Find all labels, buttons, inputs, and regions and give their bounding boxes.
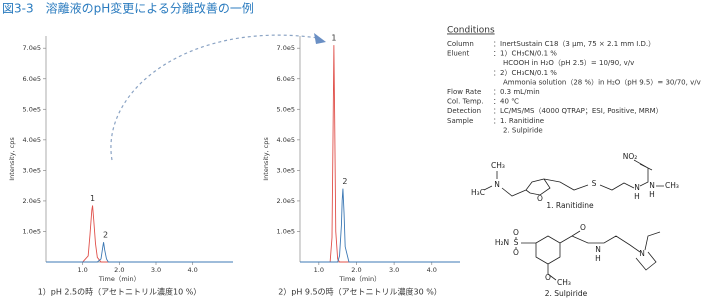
y-tick-label: 2.0e5	[277, 197, 295, 205]
x-tick-label: 2.0	[351, 266, 361, 274]
bonds	[515, 230, 661, 281]
series-line	[46, 205, 233, 263]
condition-label: Flow Rate	[447, 88, 481, 96]
sulpiride-structure: O S O H₂N O N H N O CH₃ 2. Sulpiride	[495, 223, 661, 298]
x-tick-label: 1.0	[77, 266, 87, 274]
condition-value: ：InertSustain C18（3 μm, 75 × 2.1 mm I.D.…	[493, 40, 655, 48]
y-tick-label: 1.0e5	[277, 227, 295, 235]
condition-value: Ammonia solution（28 %）in H₂O（pH 9.5）= 30…	[503, 78, 701, 86]
atom: S	[514, 238, 519, 247]
y-tick-label: 7.0e5	[277, 44, 295, 52]
x-axis-label: Time（min）	[98, 275, 140, 283]
atom: O	[580, 223, 586, 232]
atom: O	[513, 248, 519, 257]
condition-value: ：0.3 mL/min	[493, 88, 540, 96]
atom: CH₃	[665, 181, 679, 190]
atom: N	[595, 245, 601, 254]
y-tick-label: 7.0e5	[23, 44, 41, 52]
x-tick-label: 1.0	[314, 266, 324, 274]
atom: N	[494, 180, 500, 189]
x-tick-label: 4.0	[427, 266, 437, 274]
y-axis-label: Intensity, cps	[8, 137, 16, 181]
condition-label: Col. Temp.	[447, 98, 483, 106]
y-tick-label: 5.0e5	[277, 105, 295, 113]
atom: H	[649, 190, 655, 199]
conditions-title: Conditions	[447, 26, 495, 36]
chart-caption: 2）pH 9.5の時（アセトニトリル濃度30 %）	[278, 287, 442, 297]
y-tick-label: 6.0e5	[277, 75, 295, 83]
x-axis-label: Time（min）	[338, 275, 380, 283]
atom: O	[513, 228, 519, 237]
structure-caption: 1. Ranitidine	[546, 201, 594, 210]
atom: N	[634, 183, 640, 192]
y-tick-label: 3.0e5	[277, 166, 295, 174]
atom: H₃C	[471, 188, 485, 197]
y-tick-label: 2.0e5	[23, 197, 41, 205]
chart-caption: 1）pH 2.5の時（アセトニトリル濃度10 %）	[38, 287, 202, 297]
atom: H	[634, 192, 640, 201]
atom: CH₃	[491, 161, 505, 170]
figure-title: 図3-3 溶離液のpH変更による分離改善の一例	[2, 1, 254, 16]
conditions: Conditions Column ：InertSustain C18（3 μm,…	[447, 26, 701, 135]
atom: H	[595, 254, 601, 263]
structure-caption: 2. Sulpiride	[545, 289, 588, 298]
atom: O	[545, 273, 551, 282]
x-tick-label: 3.0	[151, 266, 161, 274]
atom: CH₃	[557, 278, 571, 287]
atom: H₂N	[495, 238, 509, 247]
series-line	[300, 188, 460, 263]
condition-value: ：1）CH₃CN/0.1 %	[493, 50, 557, 58]
peak-label: 1	[331, 34, 336, 43]
peak-label: 2	[103, 231, 108, 240]
condition-value: 2. Sulpiride	[503, 126, 543, 134]
y-tick-label: 3.0e5	[23, 166, 41, 174]
condition-label: Column	[447, 40, 474, 48]
peak-label: 2	[342, 177, 347, 186]
atom: N	[639, 249, 645, 258]
x-tick-label: 4.0	[187, 266, 197, 274]
condition-value: HCOOH in H₂O（pH 2.5）= 10/90, v/v	[503, 59, 634, 67]
y-axis-label: Intensity, cps	[262, 137, 270, 181]
atom: NO₂	[623, 152, 638, 161]
atom: N	[649, 181, 655, 190]
bonds	[483, 159, 664, 197]
atom: O	[537, 194, 543, 203]
condition-value: ：40 ℃	[493, 98, 519, 106]
atom: S	[592, 179, 597, 188]
condition-label: Detection	[447, 107, 481, 115]
y-tick-label: 4.0e5	[277, 136, 295, 144]
arrow-head	[314, 33, 326, 44]
x-tick-label: 3.0	[389, 266, 399, 274]
x-tick-label: 2.0	[114, 266, 124, 274]
condition-value: ：2）CH₃CN/0.1 %	[493, 69, 557, 77]
condition-label: Sample	[447, 117, 473, 125]
condition-label: Eluent	[447, 50, 470, 58]
ranitidine-structure: CH₃ H₃C N O S N H NO₂ N H CH₃ 1. Ranitid…	[471, 152, 679, 210]
condition-value: ：LC/MS/MS（4000 QTRAP；ESI, Positive, MRM）	[493, 107, 663, 115]
y-tick-label: 6.0e5	[23, 75, 41, 83]
peak-label: 1	[90, 194, 95, 203]
series-line	[300, 45, 460, 263]
y-tick-label: 5.0e5	[23, 105, 41, 113]
y-tick-label: 4.0e5	[23, 136, 41, 144]
y-tick-label: 1.0e5	[23, 227, 41, 235]
condition-value: ：1. Ranitidine	[493, 117, 544, 125]
series-line	[46, 242, 233, 263]
